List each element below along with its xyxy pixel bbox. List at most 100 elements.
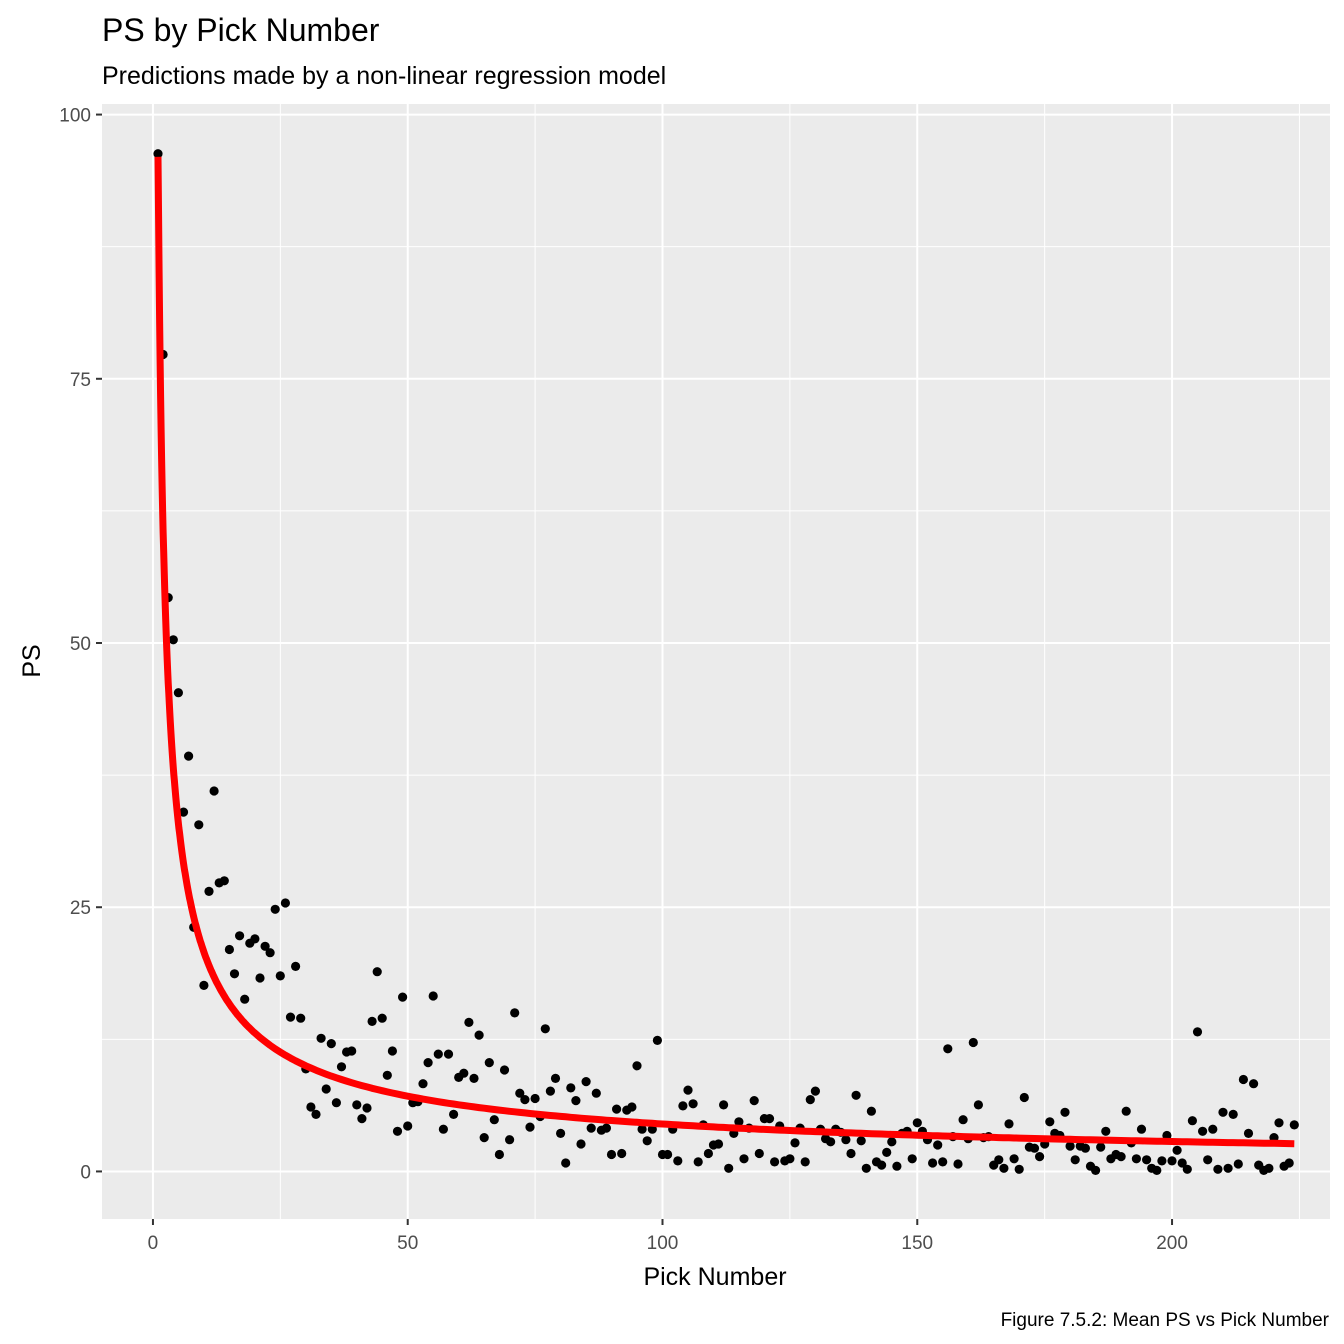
data-point	[1152, 1165, 1162, 1175]
data-point	[999, 1163, 1009, 1173]
data-point	[576, 1139, 586, 1149]
data-point	[418, 1079, 428, 1089]
data-point	[173, 688, 183, 698]
data-point	[882, 1147, 892, 1157]
x-tick-label: 150	[901, 1233, 933, 1254]
data-point	[260, 941, 270, 951]
data-point	[1065, 1141, 1075, 1151]
data-point	[464, 1017, 474, 1027]
data-point	[968, 1037, 978, 1048]
data-point	[764, 1114, 775, 1124]
data-point	[866, 1106, 877, 1116]
data-point	[1009, 1154, 1019, 1164]
minor-gridlines	[102, 104, 1330, 1219]
data-point	[841, 1135, 851, 1145]
data-point	[928, 1158, 938, 1168]
data-point	[953, 1159, 963, 1169]
data-point	[178, 807, 189, 817]
data-point	[270, 904, 280, 914]
data-point	[846, 1148, 856, 1159]
data-point	[586, 1123, 596, 1133]
data-point	[194, 820, 204, 830]
data-point	[724, 1163, 734, 1173]
data-point	[1080, 1143, 1090, 1153]
data-point	[912, 1118, 922, 1128]
data-point	[749, 1096, 759, 1106]
data-point	[1274, 1118, 1284, 1128]
data-point	[219, 876, 229, 886]
data-point	[449, 1109, 459, 1119]
data-point	[938, 1157, 948, 1167]
data-point	[362, 1103, 372, 1113]
data-point	[1096, 1142, 1106, 1152]
data-point	[168, 635, 178, 645]
data-point	[1116, 1152, 1126, 1162]
data-point	[469, 1073, 479, 1083]
data-point	[561, 1158, 571, 1168]
data-point	[530, 1093, 540, 1104]
x-axis-tick-labels: 0 50 100 150 200	[148, 1233, 1188, 1254]
data-point	[1182, 1164, 1192, 1174]
data-point	[688, 1099, 698, 1109]
data-point	[316, 1033, 326, 1043]
data-point	[581, 1077, 591, 1087]
data-point	[632, 1061, 642, 1071]
data-point	[540, 1024, 550, 1034]
data-point	[387, 1046, 397, 1056]
axis-ticks	[96, 113, 1174, 1225]
data-point	[199, 980, 209, 991]
data-point	[826, 1137, 836, 1147]
data-point	[326, 1039, 336, 1049]
regression-fit-line	[154, 156, 1295, 1148]
data-point	[499, 1065, 510, 1075]
data-points	[153, 149, 1299, 1175]
data-point	[280, 898, 290, 908]
data-point	[1218, 1107, 1228, 1117]
data-point	[663, 1149, 673, 1160]
data-point	[296, 1013, 306, 1023]
data-point	[224, 944, 234, 955]
data-point	[703, 1148, 714, 1159]
data-point	[713, 1139, 724, 1149]
data-point	[1035, 1152, 1045, 1162]
x-tick-label: 50	[397, 1233, 418, 1254]
data-point	[800, 1157, 810, 1167]
data-point	[861, 1163, 871, 1173]
data-point	[856, 1136, 866, 1146]
y-tick-label: 0	[80, 1162, 91, 1183]
data-point	[994, 1155, 1004, 1165]
y-axis-title: PS	[18, 644, 46, 677]
data-point	[973, 1100, 984, 1110]
data-point	[673, 1156, 683, 1166]
chart-title: PS by Pick Number	[102, 12, 380, 48]
data-point	[209, 786, 219, 796]
data-point	[1045, 1117, 1055, 1127]
data-point	[1172, 1145, 1182, 1155]
data-point	[805, 1095, 815, 1105]
data-point	[1289, 1120, 1299, 1130]
data-point	[1060, 1107, 1070, 1117]
plot-panel	[102, 104, 1330, 1219]
data-point	[907, 1154, 917, 1164]
data-point	[1243, 1128, 1254, 1138]
data-point	[1121, 1106, 1131, 1116]
data-point	[505, 1135, 515, 1145]
y-tick-label: 50	[70, 634, 91, 655]
data-point	[235, 931, 245, 941]
data-point	[285, 1012, 296, 1022]
data-point	[601, 1123, 612, 1133]
data-point	[153, 149, 163, 159]
data-point	[627, 1102, 637, 1112]
data-point	[1019, 1092, 1029, 1103]
data-point	[591, 1088, 601, 1098]
data-point	[1070, 1155, 1080, 1165]
data-point	[887, 1137, 897, 1147]
y-tick-label: 25	[70, 898, 91, 919]
data-point	[372, 967, 382, 977]
data-point	[571, 1096, 581, 1106]
data-point	[398, 992, 408, 1002]
data-point	[255, 973, 265, 983]
data-point	[754, 1148, 764, 1159]
data-point	[612, 1104, 622, 1114]
